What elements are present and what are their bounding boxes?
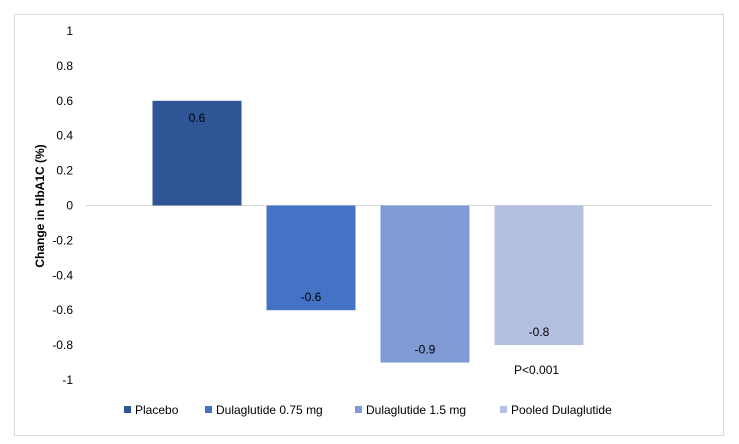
y-axis-title: Change in HbA1C (%): [33, 144, 47, 267]
legend: Placebo Dulaglutide 0.75 mg Dulaglutide 1.…: [124, 403, 612, 417]
y-tick-label: 1: [66, 24, 73, 38]
legend-label: Dulaglutide 1.5 mg: [366, 403, 466, 417]
p-value-annotation: P<0.001: [514, 363, 559, 377]
bar-pooled-dulaglutide: [494, 205, 584, 346]
y-tick-label: 0.8: [56, 59, 73, 73]
bar-dulaglutide-1-5-mg: [380, 205, 470, 363]
y-tick-label: -0.6: [52, 303, 73, 317]
data-label: 0.6: [189, 111, 206, 125]
bar-placebo: [152, 100, 242, 206]
bars-group: [152, 100, 584, 363]
legend-swatch: [124, 406, 131, 413]
legend-swatch: [355, 406, 362, 413]
legend-swatch: [500, 406, 507, 413]
y-tick-label: -0.2: [52, 233, 73, 247]
bar-dulaglutide-0-75-mg: [266, 205, 356, 311]
y-tick-label: 0: [66, 199, 73, 213]
data-label: -0.6: [301, 290, 322, 304]
y-axis: 1 0.8 0.6 0.4 0.2 0 -0.2 -0.4 -0.6 -0.8 -1: [52, 24, 73, 387]
legend-label: Placebo: [135, 403, 179, 417]
data-label: -0.8: [529, 325, 550, 339]
legend-swatch: [205, 406, 212, 413]
data-label: -0.9: [415, 343, 436, 357]
y-tick-label: -1: [62, 373, 73, 387]
data-labels-group: 0.6 -0.6 -0.9 -0.8: [189, 111, 550, 357]
y-tick-label: -0.4: [52, 268, 73, 282]
y-tick-label: 0.2: [56, 164, 73, 178]
y-tick-label: 0.6: [56, 94, 73, 108]
y-tick-label: 0.4: [56, 129, 73, 143]
chart-frame: [14, 14, 724, 436]
legend-label: Dulaglutide 0.75 mg: [216, 403, 323, 417]
legend-label: Pooled Dulaglutide: [511, 403, 612, 417]
y-tick-label: -0.8: [52, 338, 73, 352]
